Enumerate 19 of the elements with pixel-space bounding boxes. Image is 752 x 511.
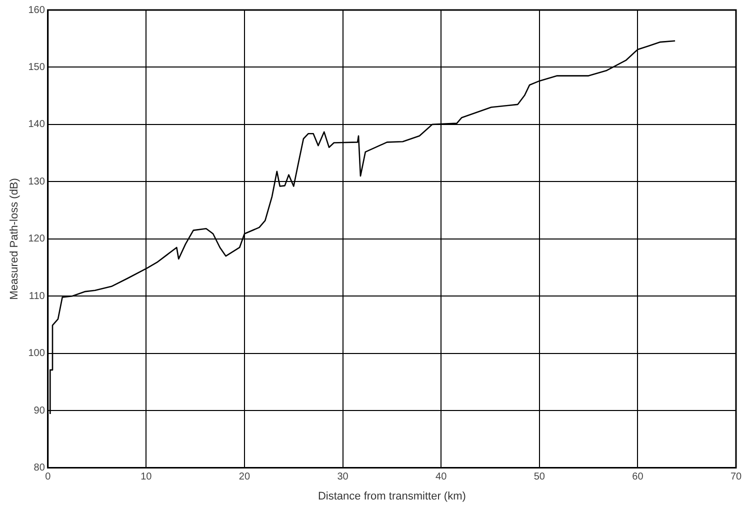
x-tick-label: 50 — [534, 472, 546, 483]
x-tick-label: 40 — [436, 472, 448, 483]
y-tick-label: 140 — [28, 119, 46, 130]
x-axis-title: Distance from transmitter (km) — [318, 490, 466, 502]
y-tick-label: 100 — [28, 348, 46, 360]
y-tick-label: 90 — [34, 405, 46, 416]
y-axis-title: Measured Path-loss (dB) — [8, 178, 21, 300]
x-tick-label: 30 — [337, 472, 349, 483]
y-tick-label: 130 — [28, 176, 46, 188]
x-tick-label: 0 — [45, 472, 52, 483]
y-tick-label: 110 — [28, 290, 46, 302]
y-tick-label: 150 — [28, 62, 46, 73]
x-tick-label: 70 — [730, 472, 742, 483]
y-tick-label: 80 — [34, 462, 46, 474]
y-tick-label: 160 — [28, 4, 46, 16]
x-tick-label: 20 — [238, 472, 250, 483]
x-tick-label: 10 — [140, 472, 152, 483]
y-tick-label: 120 — [28, 234, 46, 245]
x-tick-label: 60 — [632, 472, 644, 483]
